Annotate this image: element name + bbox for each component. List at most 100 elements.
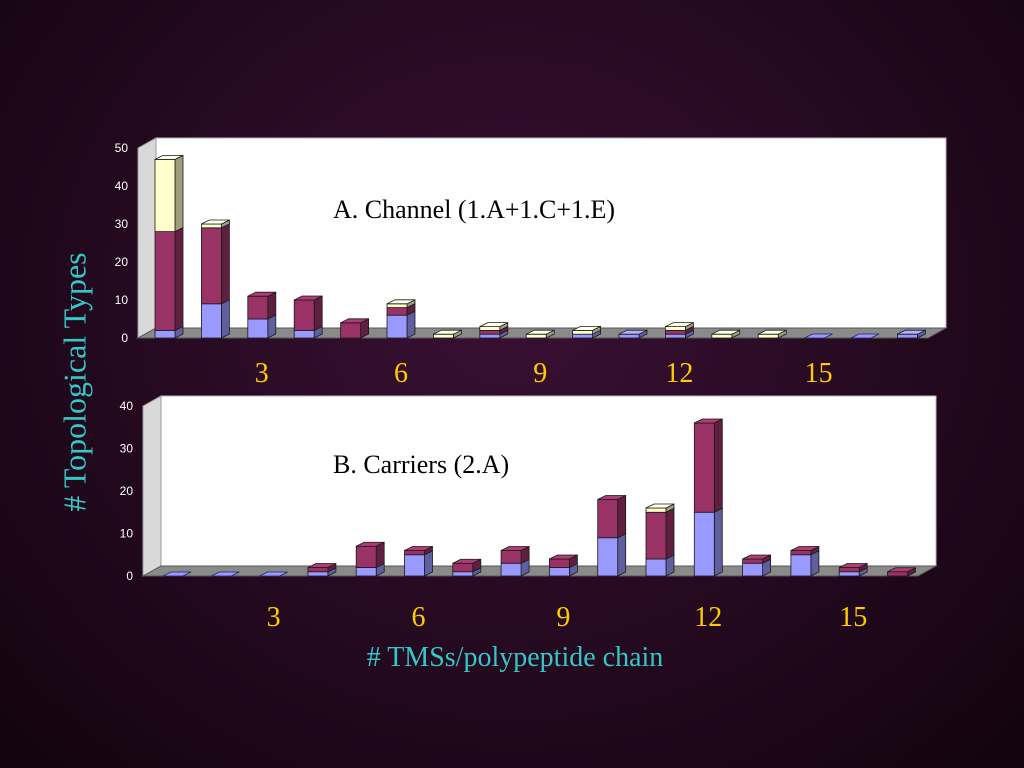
bar-segment xyxy=(665,326,686,331)
bar xyxy=(757,329,787,339)
x-tick-label: 6 xyxy=(394,358,408,389)
bar-segment-side xyxy=(713,418,723,513)
bar xyxy=(693,418,723,577)
bar-segment xyxy=(479,326,501,331)
bar-segment xyxy=(525,333,547,339)
x-tick-label: 12 xyxy=(665,358,693,389)
bar xyxy=(211,571,240,577)
bar-segment-side xyxy=(713,507,723,577)
bar xyxy=(897,329,926,339)
bar-top xyxy=(758,329,787,335)
bar-segment-side xyxy=(174,154,184,233)
bar-segment xyxy=(742,558,763,564)
chart-title: B. Carriers (2.A) xyxy=(333,450,509,479)
bar-segment xyxy=(549,567,570,577)
bar-segment xyxy=(200,223,222,229)
chart-title: A. Channel (1.A+1.C+1.E) xyxy=(333,195,615,224)
bar-segment xyxy=(757,333,779,339)
bar-top xyxy=(618,329,648,335)
bar-segment xyxy=(618,333,640,339)
bar xyxy=(838,562,868,577)
bar-top xyxy=(340,318,369,324)
y-tick-label: 40 xyxy=(115,179,129,193)
bar-segment xyxy=(742,562,763,577)
bar-segment xyxy=(597,499,619,539)
bar-segment-side xyxy=(220,299,230,339)
bar-segment xyxy=(355,545,377,568)
bar xyxy=(850,333,880,339)
bar-segment-side xyxy=(617,494,627,539)
bar xyxy=(804,333,833,339)
bar xyxy=(742,554,771,577)
bar xyxy=(711,329,741,339)
bar-segment xyxy=(452,571,474,577)
bar-segment xyxy=(693,511,715,577)
plot-back-wall xyxy=(160,395,937,567)
chart-b: 0 10 20 30 40 B. Carriers (2.A) 3 6 9 12 15 xyxy=(120,395,938,633)
bar-segment xyxy=(386,314,408,339)
bar-top xyxy=(294,295,323,301)
bar-segment xyxy=(597,537,619,577)
bar-segment xyxy=(790,554,812,577)
bar-segment xyxy=(404,554,425,577)
bar-segment xyxy=(838,567,860,573)
y-tick-label: 40 xyxy=(120,399,134,413)
bar-segment-side xyxy=(617,533,627,577)
bar-top xyxy=(572,325,601,331)
y-tick-label: 50 xyxy=(115,141,129,155)
bar-segment xyxy=(711,333,733,339)
bar-segment xyxy=(154,231,176,331)
bar-segment xyxy=(247,295,269,320)
x-tick-label: 9 xyxy=(556,602,570,633)
bar-segment xyxy=(293,329,315,339)
bar-top xyxy=(694,418,723,424)
bar xyxy=(259,571,288,577)
bar-segment xyxy=(154,158,176,232)
bar xyxy=(386,299,416,339)
bar-segment xyxy=(404,550,425,556)
bar xyxy=(404,545,433,577)
chart-a: 0 10 20 30 40 50 A. Channel (1.A+1.C+1.E) 3 6 9 12… xyxy=(115,137,948,389)
y-tick-label: 0 xyxy=(126,569,133,583)
bar-top xyxy=(742,554,771,560)
bar-top xyxy=(526,329,555,335)
bar-segment xyxy=(200,303,222,339)
y-tick-label: 0 xyxy=(121,331,128,345)
bar-base-tile xyxy=(162,571,192,577)
bar-top xyxy=(452,558,481,564)
x-tick-label: 15 xyxy=(805,358,833,389)
bar-segment xyxy=(500,550,522,564)
bar xyxy=(355,541,385,577)
x-tick-label: 9 xyxy=(533,358,547,389)
bar-segment xyxy=(665,329,686,335)
bar-segment xyxy=(549,558,570,568)
bar-segment-side xyxy=(665,507,675,560)
bar-top xyxy=(154,154,184,160)
x-tick-label: 6 xyxy=(412,602,426,633)
bar-segment-side xyxy=(267,291,277,320)
bar-base-tile xyxy=(804,333,833,339)
bar-segment xyxy=(452,562,474,573)
bar-segment-side xyxy=(313,295,323,332)
bar-segment xyxy=(838,571,860,577)
plot-side-wall xyxy=(142,395,162,577)
bar xyxy=(525,329,555,339)
bar xyxy=(618,329,648,339)
bar-base-tile xyxy=(259,571,288,577)
bar-segment xyxy=(293,299,315,331)
bar-segment xyxy=(355,567,377,577)
bar-segment xyxy=(432,333,454,339)
bar-base-tile xyxy=(211,571,240,577)
bar xyxy=(432,329,462,339)
plot-side-wall xyxy=(137,137,157,339)
bar-top xyxy=(711,329,740,335)
bar-top xyxy=(790,546,820,551)
bar xyxy=(549,554,578,577)
bar-top xyxy=(356,541,385,547)
bar-segment xyxy=(307,571,329,577)
bar-segment xyxy=(154,329,176,339)
bar-top xyxy=(549,554,578,560)
bar xyxy=(572,325,601,339)
bar-top xyxy=(433,329,462,335)
